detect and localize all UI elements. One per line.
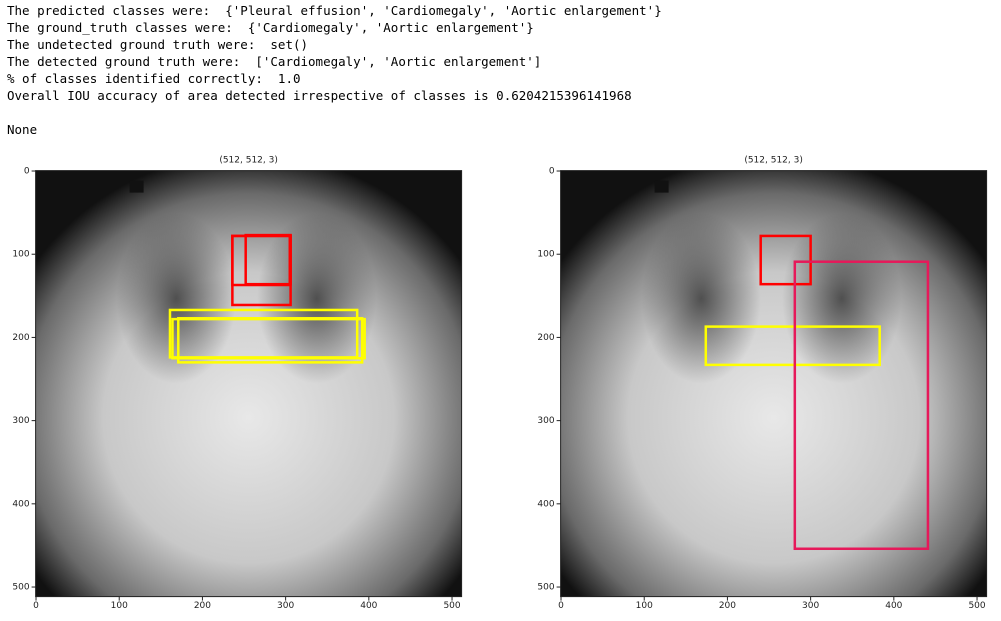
- x-tick-label: 400: [885, 601, 902, 611]
- y-tick-label: 400: [537, 499, 554, 509]
- x-tick-label: 200: [194, 601, 211, 611]
- marker-r: [129, 180, 144, 193]
- lung-shadow: [782, 213, 902, 384]
- console-line: The ground_truth classes were: {'Cardiom…: [7, 20, 534, 35]
- bounding-box: [231, 234, 292, 287]
- console-line: The detected ground truth were: ['Cardio…: [7, 54, 542, 69]
- y-tick-label: 0: [24, 167, 30, 177]
- x-tick-label: 100: [111, 601, 128, 611]
- y-tick-label: 500: [537, 583, 554, 593]
- marker-r: [654, 180, 669, 193]
- xray-image: [560, 170, 987, 597]
- y-tick-label: 100: [537, 250, 554, 260]
- y-tick-label: 0: [549, 167, 555, 177]
- lung-shadow: [116, 213, 236, 384]
- plot: (512, 512, 3) 0 100 200 300 400 500 0 100 200 300 4…: [12, 156, 463, 611]
- bounding-box: [704, 325, 881, 367]
- console-line: The predicted classes were: {'Pleural ef…: [7, 3, 662, 18]
- x-tick-label: 0: [33, 601, 39, 611]
- axes-frame: [35, 170, 463, 598]
- y-tick-label: 400: [12, 499, 29, 509]
- y-tick-label: 300: [12, 416, 29, 426]
- x-tick-label: 300: [802, 601, 819, 611]
- console-line: The undetected ground truth were: set(): [7, 37, 309, 52]
- plot: (512, 512, 3) 0 100 200 300 400 500 0 100 200 300 4…: [537, 156, 988, 611]
- y-tick-label: 300: [537, 416, 554, 426]
- y-tick-label: 100: [12, 250, 29, 260]
- x-tick-label: 100: [636, 601, 653, 611]
- console-line: % of classes identified correctly: 1.0: [7, 71, 301, 86]
- x-tick-label: 400: [360, 601, 377, 611]
- lung-shadow: [641, 213, 761, 384]
- plot-title: (512, 512, 3): [219, 156, 278, 166]
- bounding-box: [793, 260, 930, 551]
- x-tick-label: 300: [277, 601, 294, 611]
- console-line: Overall IOU accuracy of area detected ir…: [7, 88, 632, 103]
- plot-title: (512, 512, 3): [744, 156, 803, 166]
- console-result: None: [7, 122, 38, 137]
- y-tick-label: 500: [12, 583, 29, 593]
- axes-frame: [560, 170, 988, 598]
- bounding-box: [177, 317, 364, 364]
- y-tick-label: 200: [12, 333, 29, 343]
- y-tick-label: 200: [537, 333, 554, 343]
- x-tick-label: 200: [719, 601, 736, 611]
- lung-shadow: [257, 213, 377, 384]
- x-tick-label: 500: [443, 601, 460, 611]
- xray-image: [35, 170, 462, 597]
- bounding-box: [759, 234, 812, 286]
- x-tick-label: 500: [968, 601, 985, 611]
- x-tick-label: 0: [558, 601, 564, 611]
